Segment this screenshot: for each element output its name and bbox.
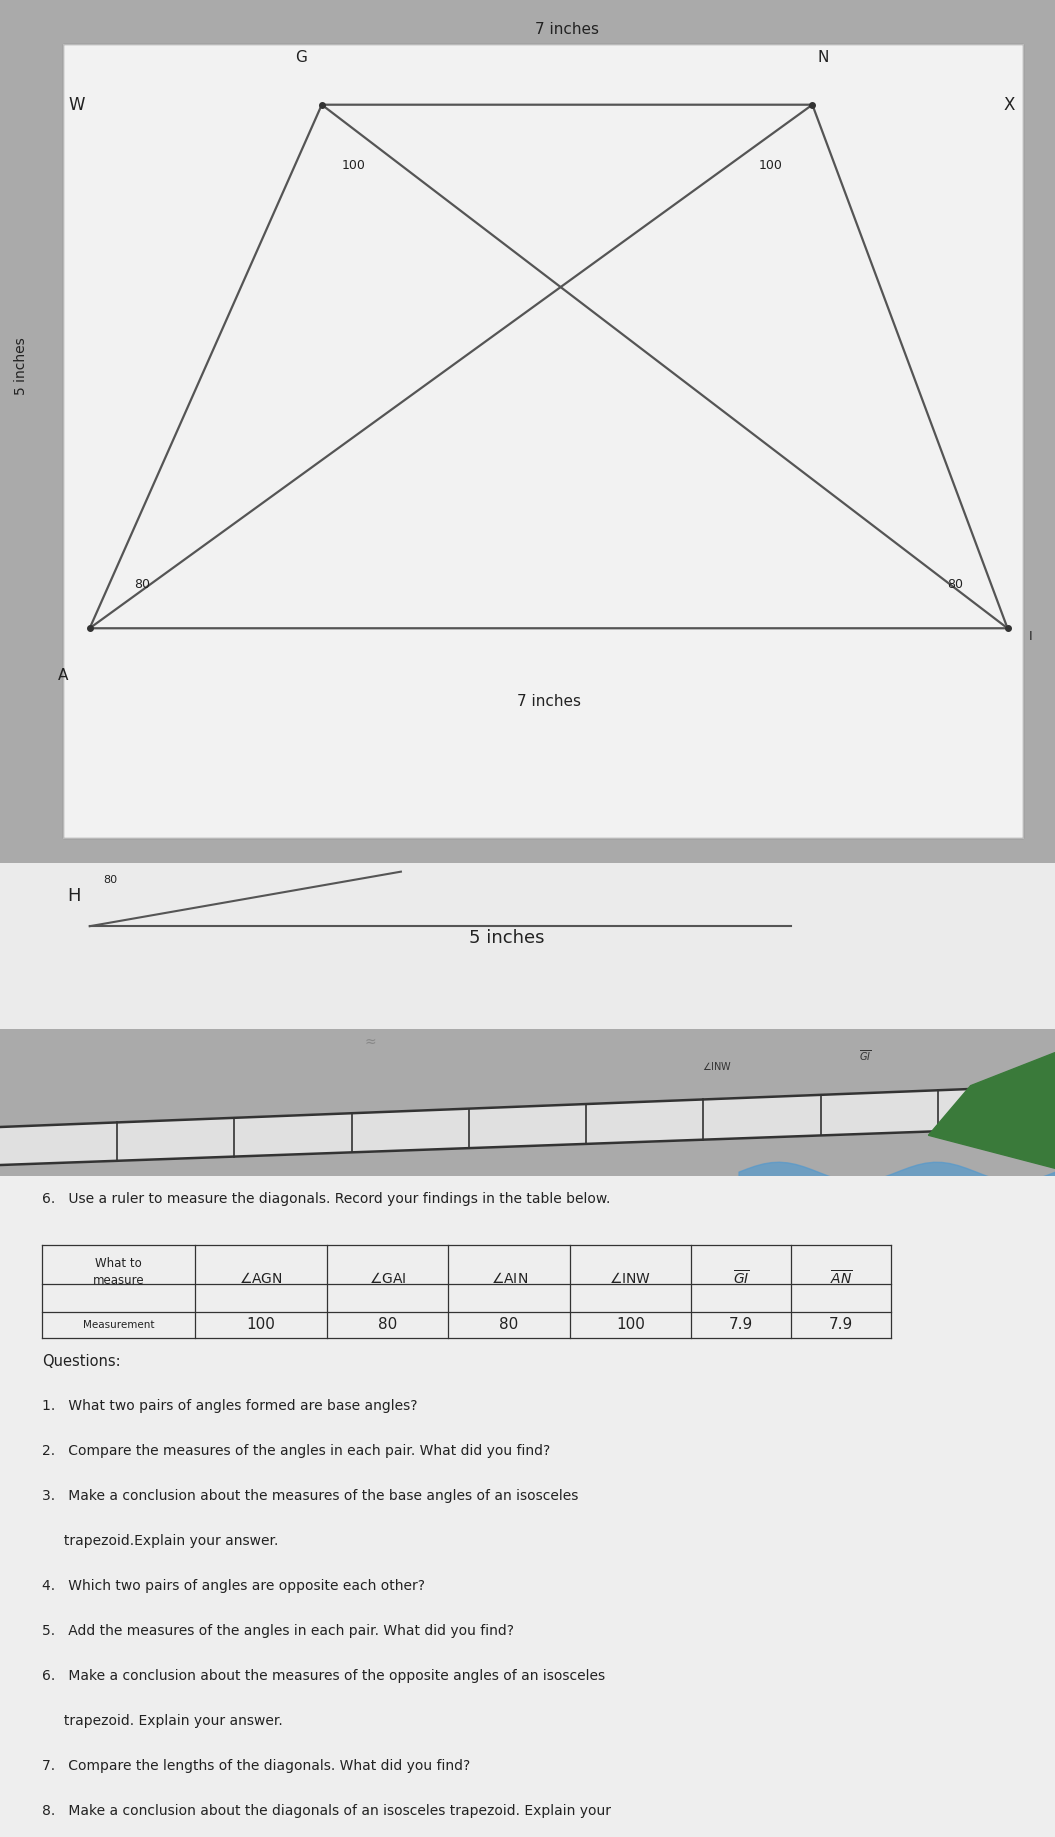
Text: Measurement: Measurement <box>83 1319 154 1330</box>
Text: Questions:: Questions: <box>42 1354 121 1369</box>
Text: 4.   Which two pairs of angles are opposite each other?: 4. Which two pairs of angles are opposit… <box>42 1580 425 1593</box>
Text: 100: 100 <box>342 160 365 173</box>
Text: X: X <box>1003 96 1015 114</box>
Text: 80: 80 <box>946 579 963 592</box>
Text: 8.   Make a conclusion about the diagonals of an isosceles trapezoid. Explain yo: 8. Make a conclusion about the diagonals… <box>42 1804 611 1819</box>
Text: W: W <box>69 96 85 114</box>
Text: $\angle$INW: $\angle$INW <box>703 1060 732 1071</box>
Text: 100: 100 <box>759 160 782 173</box>
Text: trapezoid. Explain your answer.: trapezoid. Explain your answer. <box>42 1714 283 1729</box>
Text: 80: 80 <box>134 579 151 592</box>
Text: 100: 100 <box>616 1317 645 1332</box>
Text: 7.9: 7.9 <box>829 1317 853 1332</box>
Polygon shape <box>0 1086 1055 1165</box>
Text: 1.   What two pairs of angles formed are base angles?: 1. What two pairs of angles formed are b… <box>42 1400 418 1413</box>
Text: 5.   Add the measures of the angles in each pair. What did you find?: 5. Add the measures of the angles in eac… <box>42 1624 514 1639</box>
Text: 3.   Make a conclusion about the measures of the base angles of an isosceles: 3. Make a conclusion about the measures … <box>42 1490 578 1503</box>
Text: What to
measure: What to measure <box>93 1257 145 1288</box>
Text: 7.9: 7.9 <box>729 1317 753 1332</box>
Text: $\approx$: $\approx$ <box>362 1034 377 1047</box>
Text: $\angle$INW: $\angle$INW <box>610 1271 651 1286</box>
Text: $\overline{AN}$: $\overline{AN}$ <box>830 1269 852 1288</box>
Text: 7.   Compare the lengths of the diagonals. What did you find?: 7. Compare the lengths of the diagonals.… <box>42 1760 471 1773</box>
Text: H: H <box>68 887 80 906</box>
Text: G: G <box>294 50 307 66</box>
Text: N: N <box>818 50 828 66</box>
Text: 5 inches: 5 inches <box>468 930 544 946</box>
Text: A: A <box>58 667 69 683</box>
Text: trapezoid.Explain your answer.: trapezoid.Explain your answer. <box>42 1534 279 1549</box>
Text: $\angle$AIN: $\angle$AIN <box>491 1271 528 1286</box>
Text: 6.   Use a ruler to measure the diagonals. Record your findings in the table bel: 6. Use a ruler to measure the diagonals.… <box>42 1192 611 1207</box>
Text: $\angle$GAI: $\angle$GAI <box>369 1271 406 1286</box>
Text: 5 inches: 5 inches <box>14 338 28 395</box>
Text: 7 inches: 7 inches <box>535 22 599 37</box>
Text: $\angle$AGN: $\angle$AGN <box>239 1271 283 1286</box>
Text: 80: 80 <box>499 1317 519 1332</box>
Polygon shape <box>928 1053 1055 1168</box>
Text: 7 inches: 7 inches <box>517 694 580 709</box>
Text: 80: 80 <box>378 1317 398 1332</box>
Text: $\overline{GI}$: $\overline{GI}$ <box>859 1049 871 1064</box>
Text: 100: 100 <box>247 1317 275 1332</box>
Text: $\overline{GI}$: $\overline{GI}$ <box>733 1269 749 1288</box>
Text: 2.   Compare the measures of the angles in each pair. What did you find?: 2. Compare the measures of the angles in… <box>42 1444 551 1459</box>
Text: I: I <box>1029 630 1032 643</box>
Text: 6.   Make a conclusion about the measures of the opposite angles of an isosceles: 6. Make a conclusion about the measures … <box>42 1670 606 1683</box>
Text: 80: 80 <box>103 874 118 885</box>
